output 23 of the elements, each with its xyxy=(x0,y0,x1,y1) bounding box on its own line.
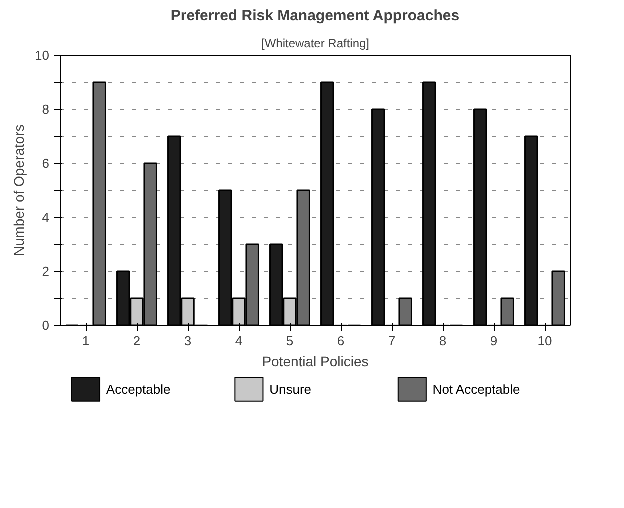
x-tick-label: 7 xyxy=(388,334,396,348)
x-tick-label: 3 xyxy=(184,334,192,348)
y-tick-label: 2 xyxy=(42,264,50,279)
x-tick-label: 6 xyxy=(337,334,345,348)
legend-label: Acceptable xyxy=(106,382,171,397)
x-axis-title: Potential Policies xyxy=(262,354,369,370)
x-tick-label: 5 xyxy=(286,334,294,348)
y-axis-title: Number of Operators xyxy=(11,124,28,256)
legend-label: Not Acceptable xyxy=(432,382,520,397)
y-tick-label: 4 xyxy=(42,210,50,225)
x-tick-label: 4 xyxy=(235,334,243,348)
y-tick-label: 8 xyxy=(42,102,50,117)
x-tick-label: 1 xyxy=(82,334,90,348)
legend-label: Unsure xyxy=(270,382,312,397)
x-tick-label: 8 xyxy=(439,334,447,348)
chart-title: Preferred Risk Management Approaches xyxy=(170,8,460,24)
y-tick-label: 6 xyxy=(42,156,50,171)
x-tick-label: 2 xyxy=(133,334,141,348)
y-tick-label: 10 xyxy=(35,48,50,63)
y-tick-label: 0 xyxy=(42,318,50,333)
x-tick-label: 10 xyxy=(538,334,552,348)
x-tick-label: 9 xyxy=(490,334,498,348)
chart-subtitle: [Whitewater Rafting] xyxy=(261,36,370,50)
